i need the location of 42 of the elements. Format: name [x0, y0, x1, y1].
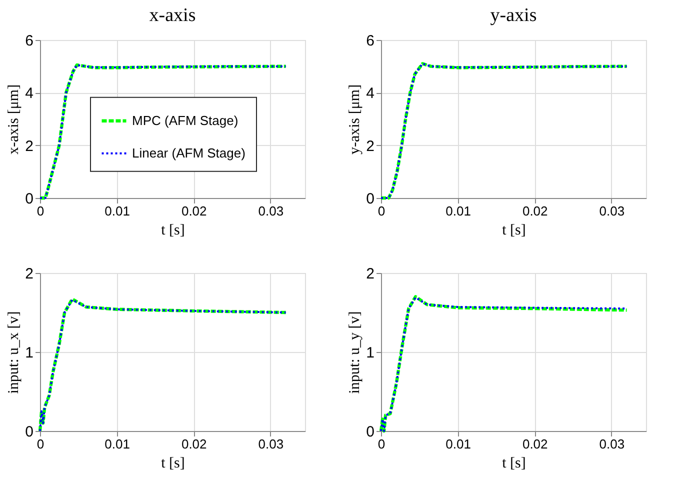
- legend-label: MPC (AFM Stage): [132, 112, 238, 128]
- y-axis-title: input: u_y [v]: [347, 311, 364, 394]
- y-tick-label: 0: [366, 190, 374, 208]
- x-tick-label: 0.02: [522, 436, 548, 452]
- y-tick-label: 2: [25, 138, 34, 155]
- x-tick-label: 0: [378, 436, 386, 452]
- x-tick-label: 0.01: [104, 204, 130, 218]
- x-tick-label: 0.03: [599, 204, 625, 218]
- x-axis-title: t [s]: [502, 222, 526, 238]
- x-tick-label: 0.02: [181, 204, 207, 218]
- x-axis-title: t [s]: [502, 456, 526, 472]
- x-tick-label: 0.03: [599, 436, 625, 452]
- y-tick-label: 4: [25, 85, 34, 102]
- y-tick-label: 2: [366, 138, 374, 155]
- x-axis-title: t [s]: [161, 456, 185, 472]
- x-axis-title: t [s]: [161, 222, 185, 238]
- y-tick-label: 2: [25, 266, 34, 282]
- y-axis-title: x-axis [μm]: [6, 84, 22, 155]
- x-tick-label: 0.01: [104, 436, 130, 452]
- x-tick-label: 0.02: [522, 204, 548, 218]
- chart-title: y-axis: [490, 5, 537, 26]
- x-tick-label: 0: [378, 204, 386, 218]
- y-tick-label: 1: [25, 344, 34, 362]
- y-tick-label: 4: [366, 85, 374, 102]
- y-tick-label: 6: [25, 32, 34, 50]
- y-tick-label: 6: [366, 32, 374, 50]
- chart-title: x-axis: [149, 5, 196, 26]
- y-tick-label: 2: [366, 266, 374, 282]
- y-tick-label: 0: [25, 424, 34, 440]
- y-axis-title: y-axis [μm]: [347, 84, 364, 155]
- x-tick-label: 0.01: [446, 436, 471, 452]
- legend-label: Linear (AFM Stage): [132, 145, 246, 160]
- y-tick-label: 0: [25, 190, 34, 208]
- x-tick-label: 0.03: [258, 204, 284, 218]
- x-tick-label: 0: [36, 436, 44, 452]
- x-tick-label: 0.01: [446, 204, 471, 218]
- x-tick-label: 0.03: [258, 436, 284, 452]
- x-tick-label: 0.02: [181, 436, 207, 452]
- y-tick-label: 0: [366, 424, 374, 440]
- y-axis-title: input: u_x [v]: [6, 311, 22, 394]
- y-tick-label: 1: [366, 344, 374, 362]
- x-tick-label: 0: [36, 204, 44, 218]
